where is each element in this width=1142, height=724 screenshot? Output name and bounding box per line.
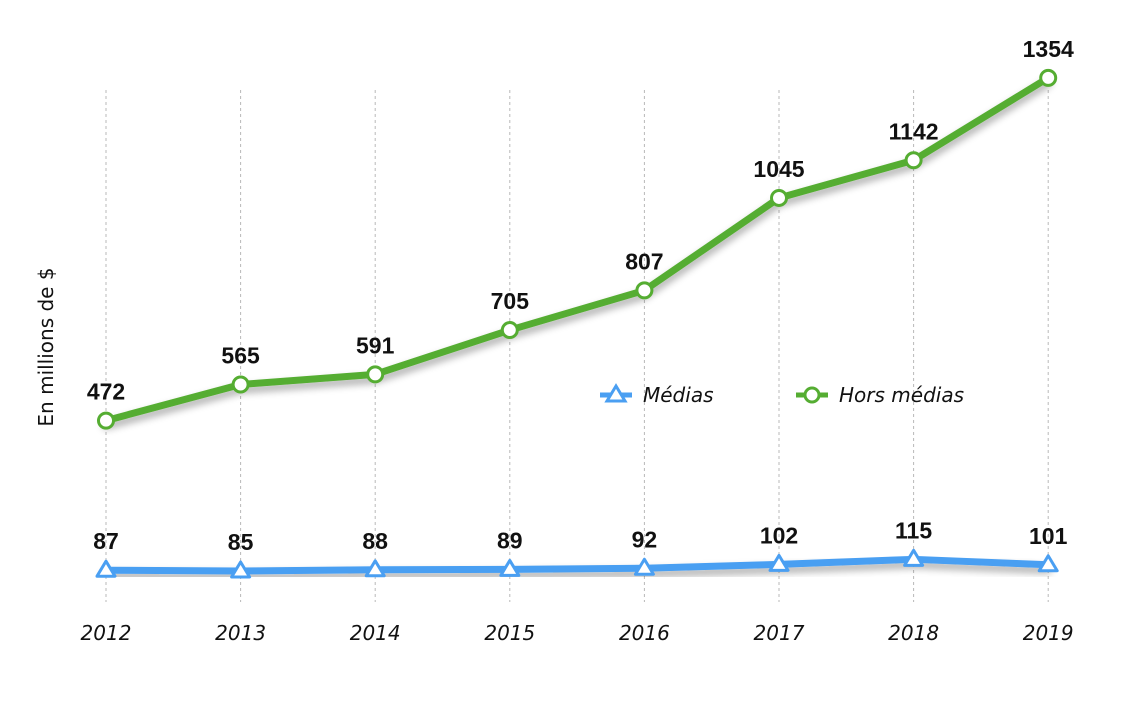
data-point[interactable] bbox=[364, 559, 386, 578]
legend-label-hors-medias: Hors médias bbox=[839, 383, 964, 407]
data-label: 591 bbox=[356, 332, 395, 358]
data-label: 92 bbox=[632, 526, 658, 552]
data-label: 88 bbox=[362, 528, 388, 554]
data-point[interactable] bbox=[500, 321, 519, 340]
data-point[interactable] bbox=[499, 558, 521, 577]
data-point[interactable] bbox=[231, 375, 250, 394]
data-label: 1142 bbox=[889, 118, 939, 144]
triangle-marker-icon bbox=[604, 383, 628, 403]
data-point[interactable] bbox=[366, 365, 385, 384]
x-tick-label: 2018 bbox=[888, 621, 939, 645]
x-tick-label: 2013 bbox=[215, 621, 266, 645]
circle-marker-icon bbox=[803, 386, 821, 404]
data-point[interactable] bbox=[633, 557, 655, 576]
legend-item-medias[interactable]: Médias bbox=[600, 383, 714, 407]
x-axis-ticks: 2012 2013 2014 2015 2016 2017 2018 2019 bbox=[81, 621, 1074, 645]
data-label: 565 bbox=[221, 342, 260, 368]
data-label: 472 bbox=[87, 379, 125, 405]
data-label: 705 bbox=[491, 288, 530, 314]
data-point[interactable] bbox=[770, 188, 788, 207]
y-axis-label: En millions de $ bbox=[34, 267, 58, 426]
data-label: 89 bbox=[497, 527, 523, 553]
data-label: 102 bbox=[760, 522, 798, 548]
x-tick-label: 2015 bbox=[484, 621, 535, 645]
x-tick-label: 2019 bbox=[1023, 621, 1074, 645]
data-point[interactable] bbox=[903, 548, 925, 567]
data-label: 115 bbox=[895, 517, 932, 543]
data-point[interactable] bbox=[1037, 554, 1059, 573]
data-point[interactable] bbox=[635, 281, 654, 300]
legend: Médias Hors médias bbox=[600, 383, 964, 407]
x-tick-label: 2017 bbox=[754, 621, 805, 645]
x-tick-label: 2014 bbox=[350, 621, 401, 645]
series-layer bbox=[95, 68, 1059, 579]
x-tick-label: 2012 bbox=[81, 621, 132, 645]
data-labels: 87 85 88 89 92 102 115 101 472 565 591 705 807 1045 11… bbox=[87, 36, 1074, 555]
data-point[interactable] bbox=[230, 560, 252, 579]
data-point[interactable] bbox=[1039, 68, 1058, 87]
legend-item-hors-medias[interactable]: Hors médias bbox=[796, 383, 964, 407]
vertical-gridlines bbox=[105, 90, 1049, 602]
data-label: 1045 bbox=[753, 156, 804, 182]
x-tick-label: 2016 bbox=[619, 621, 670, 645]
data-label: 101 bbox=[1029, 523, 1068, 549]
legend-label-medias: Médias bbox=[643, 383, 714, 407]
data-point[interactable] bbox=[97, 411, 115, 430]
data-label: 1354 bbox=[1023, 36, 1074, 62]
data-point[interactable] bbox=[904, 151, 923, 170]
data-label: 807 bbox=[625, 248, 663, 274]
data-point[interactable] bbox=[768, 553, 790, 572]
data-point[interactable] bbox=[95, 559, 117, 578]
series-line bbox=[102, 74, 1052, 425]
data-label: 87 bbox=[93, 528, 119, 554]
data-label: 85 bbox=[228, 529, 254, 555]
series-line bbox=[102, 555, 1052, 575]
